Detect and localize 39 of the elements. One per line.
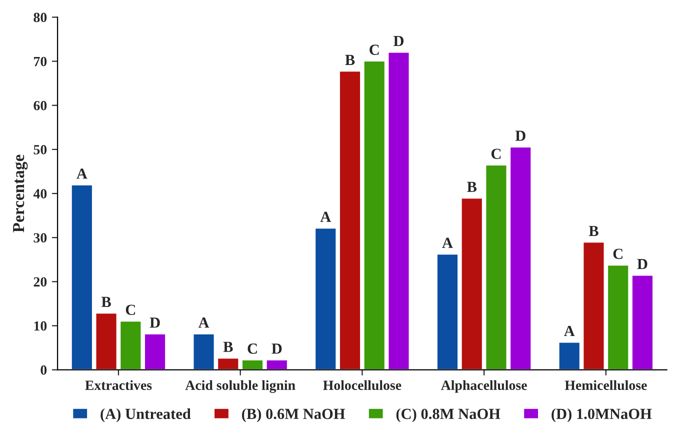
y-tick-label: 10 [34, 321, 47, 331]
x-tick-label: Acid soluble lignin [185, 380, 296, 393]
data-label: A [76, 168, 88, 179]
data-label: D [272, 344, 282, 354]
data-label: D [150, 318, 160, 328]
legend-label: (C) 0.8M NaOH [396, 408, 500, 422]
y-tick-label: 60 [34, 100, 47, 110]
data-label: C [248, 344, 257, 354]
legend-label: (D) 1.0MNaOH [552, 408, 652, 422]
data-label: B [345, 54, 355, 65]
data-label: A [198, 318, 210, 328]
x-tick-label: Extractives [85, 380, 152, 390]
legend-label: (B) 0.6M NaOH [242, 408, 346, 422]
data-label: C [126, 304, 136, 315]
y-tick-label: 40 [33, 189, 47, 198]
y-tick-label: 70 [34, 56, 47, 66]
x-tick-label: Hemicellulose [564, 380, 647, 390]
data-label: B [588, 226, 598, 236]
data-label: A [320, 212, 332, 222]
data-label: A [442, 238, 453, 248]
data-label: C [491, 148, 501, 159]
legend-label: (A) Untreated [100, 408, 191, 422]
data-label: D [515, 130, 526, 141]
y-axis-title: Percentage [13, 154, 28, 232]
data-label: B [467, 182, 477, 192]
x-tick-label: Alphacellulose [440, 380, 527, 393]
y-tick-label: 30 [34, 233, 47, 243]
data-label: D [637, 259, 648, 270]
y-tick-label: 0 [40, 365, 47, 375]
data-label: C [613, 248, 622, 260]
data-label: C [370, 44, 379, 55]
data-label: D [394, 36, 404, 46]
y-tick-label: 20 [34, 277, 47, 287]
data-label: A [564, 326, 575, 336]
y-tick-label: 50 [34, 145, 47, 154]
y-tick-label: 80 [34, 12, 47, 22]
x-tick-label: Holocellulose [323, 380, 402, 390]
data-label: B [223, 342, 233, 352]
data-label: B [101, 296, 111, 307]
